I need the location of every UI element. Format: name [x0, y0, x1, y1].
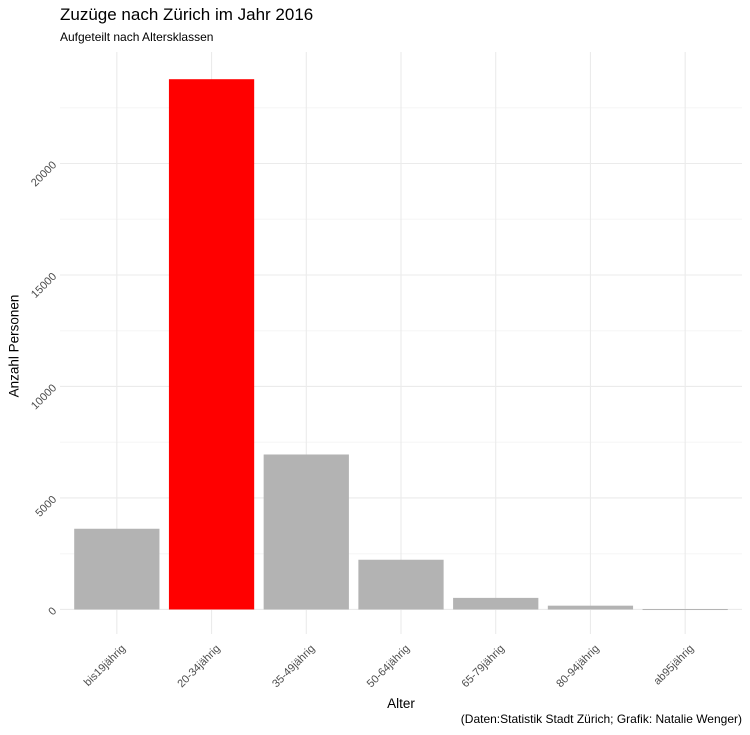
bar-ab95jährig: [642, 609, 728, 611]
x-tick-label: ab95jährig: [652, 643, 697, 688]
x-tick-label: 80-94jährig: [554, 643, 601, 690]
grid-layer: [60, 52, 742, 634]
y-tick-label: 0: [46, 605, 59, 618]
y-tick-label: 10000: [29, 382, 59, 412]
y-tick-label: 15000: [29, 271, 59, 301]
x-axis-label: Alter: [387, 696, 415, 711]
x-tick-label: 65-79jährig: [460, 643, 507, 690]
chart-caption: (Daten:Statistik Stadt Zürich; Grafik: N…: [460, 712, 742, 726]
chart-title: Zuzüge nach Zürich im Jahr 2016: [60, 5, 314, 24]
bar-layer: [74, 79, 728, 611]
x-tick-label: 50-64jährig: [365, 643, 412, 690]
x-tick-label: bis19jährig: [82, 643, 128, 689]
tick-layer: 0 5000 10000 15000 20000 bis19jährig 20-34jähr…: [29, 159, 696, 690]
bar-65-79jährig: [453, 597, 539, 610]
chart-subtitle: Aufgeteilt nach Altersklassen: [60, 30, 214, 44]
x-tick-label: 35-49jährig: [270, 643, 317, 690]
bar-80-94jährig: [547, 605, 634, 610]
bar-20-34jährig: [168, 79, 255, 610]
y-tick-label: 20000: [29, 159, 59, 189]
bar-50-64jährig: [358, 559, 444, 610]
bar-35-49jährig: [263, 454, 349, 610]
bar-bis19jährig: [74, 528, 160, 610]
y-tick-label: 5000: [33, 494, 59, 520]
x-tick-label: 20-34jährig: [175, 643, 222, 690]
